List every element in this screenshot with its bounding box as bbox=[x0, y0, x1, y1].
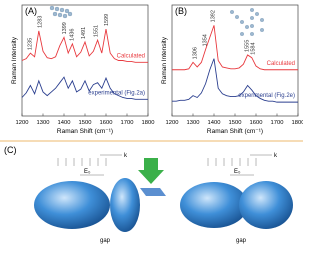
y-axis-label: Raman Intensity bbox=[11, 36, 18, 84]
nanoparticle bbox=[110, 178, 140, 232]
scheme-right: k E₀ gap bbox=[180, 153, 293, 244]
nanoparticle bbox=[180, 182, 248, 228]
molecule-inset bbox=[49, 5, 264, 36]
nanoparticle bbox=[34, 181, 110, 229]
wavevector-label: k bbox=[124, 153, 128, 159]
nanoparticle bbox=[239, 181, 293, 229]
x-tick-label: 1200 bbox=[166, 120, 179, 126]
x-tick-label: 1400 bbox=[58, 120, 71, 126]
peak-label: 1235 bbox=[27, 38, 33, 50]
peak-label: 1354 bbox=[202, 34, 208, 46]
x-tick-label: 1600 bbox=[100, 120, 113, 126]
scheme-left: k E₀ gap bbox=[34, 153, 140, 244]
x-tick-label: 1700 bbox=[271, 120, 284, 126]
x-axis-label: Raman Shift (cm⁻¹) bbox=[57, 128, 113, 135]
peak-label: 1584 bbox=[251, 42, 257, 54]
spectrum-line bbox=[172, 58, 298, 103]
series-label: Calculated bbox=[267, 61, 295, 67]
panel-label: (B) bbox=[175, 6, 187, 16]
peak-label: 1551 bbox=[94, 25, 100, 37]
spectrum-line bbox=[21, 28, 148, 63]
panel-label: (C) bbox=[4, 145, 17, 155]
page: {"chart_data":[ {"type":"line","panel":"… bbox=[0, 4, 305, 244]
spectrum-line bbox=[172, 25, 298, 71]
x-tick-label: 1500 bbox=[79, 120, 92, 126]
panel-label: (A) bbox=[25, 6, 37, 16]
x-tick-label: 1700 bbox=[121, 120, 134, 126]
peak-label: 1392 bbox=[210, 10, 216, 22]
x-tick-label: 1800 bbox=[142, 120, 155, 126]
gap-label: gap bbox=[236, 238, 247, 244]
peak-label: 1399 bbox=[62, 22, 68, 34]
x-tick-label: 1800 bbox=[292, 120, 303, 126]
gap-label: gap bbox=[100, 238, 111, 244]
peak-label: 1283 bbox=[37, 16, 43, 28]
x-tick-label: 1200 bbox=[16, 120, 29, 126]
x-tick-label: 1300 bbox=[37, 120, 50, 126]
peak-label: 1491 bbox=[81, 27, 87, 39]
scheme-arrow bbox=[138, 158, 166, 196]
peak-label: 1306 bbox=[192, 47, 198, 59]
x-tick-label: 1300 bbox=[187, 120, 200, 126]
field-label: E₀ bbox=[234, 169, 241, 175]
series-label: experimental (Fig.2a) bbox=[88, 90, 145, 96]
x-tick-label: 1400 bbox=[208, 120, 221, 126]
series-label: Calculated bbox=[117, 53, 145, 59]
y-axis-label: Raman Intensity bbox=[161, 36, 168, 84]
wavevector-label: k bbox=[274, 153, 278, 159]
series-label: experimental (Fig.2e) bbox=[238, 93, 295, 99]
peak-label: 1436 bbox=[70, 29, 76, 41]
x-axis-label: Raman Shift (cm⁻¹) bbox=[207, 128, 263, 135]
spectrum-line bbox=[21, 76, 148, 100]
x-tick-label: 1500 bbox=[229, 120, 242, 126]
x-tick-label: 1600 bbox=[250, 120, 263, 126]
peak-label: 1599 bbox=[104, 14, 110, 26]
peak-label: 1555 bbox=[245, 40, 251, 52]
field-label: E₀ bbox=[84, 169, 91, 175]
figure: (C) k E₀ gap k E₀ gap (A) 1200 1300 1400 150… bbox=[0, 4, 304, 244]
